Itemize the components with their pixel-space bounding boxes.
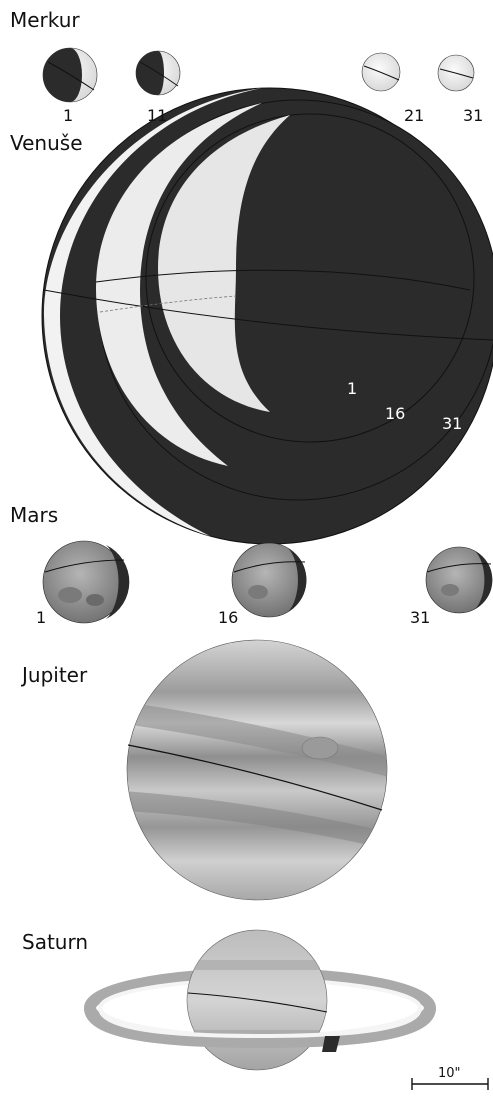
venus-equator-line: [43, 289, 493, 341]
mercury-label: Merkur: [10, 8, 80, 32]
saturn-label: Saturn: [22, 930, 89, 954]
scale-bar: [411, 1078, 489, 1090]
mars-phase-31: [425, 546, 493, 614]
mars-label: Mars: [10, 503, 59, 527]
mercury-day-11: 11: [147, 106, 168, 125]
venus-dashed-line: [99, 295, 237, 313]
mars-day-31: 31: [410, 608, 431, 627]
mars-day-1: 1: [36, 608, 47, 627]
mercury-phase-21: [361, 52, 401, 92]
mercury-phase-31: [437, 54, 475, 92]
mercury-phase-11: [135, 50, 181, 96]
venus-day-16: 16: [385, 404, 406, 423]
mercury-day-31: 31: [463, 106, 484, 125]
saturn-rings-front: [84, 1006, 436, 1052]
scale-label: 10": [438, 1066, 461, 1081]
mars-day-16: 16: [218, 608, 239, 627]
mars-phase-1: [42, 540, 130, 624]
venus-day-1: 1: [347, 379, 358, 398]
mercury-phase-1: [42, 47, 98, 103]
saturn-globe: [186, 929, 328, 1071]
mercury-day-1: 1: [63, 106, 74, 125]
mars-phase-16: [231, 542, 307, 618]
venus-phase-1: [145, 113, 475, 443]
mercury-day-21: 21: [404, 106, 425, 125]
venus-label: Venuše: [10, 131, 83, 155]
venus-day-31: 31: [442, 414, 463, 433]
venus-equator-line-2: [95, 269, 471, 291]
jupiter-label: Jupiter: [22, 663, 88, 687]
jupiter-disk: [126, 639, 388, 901]
